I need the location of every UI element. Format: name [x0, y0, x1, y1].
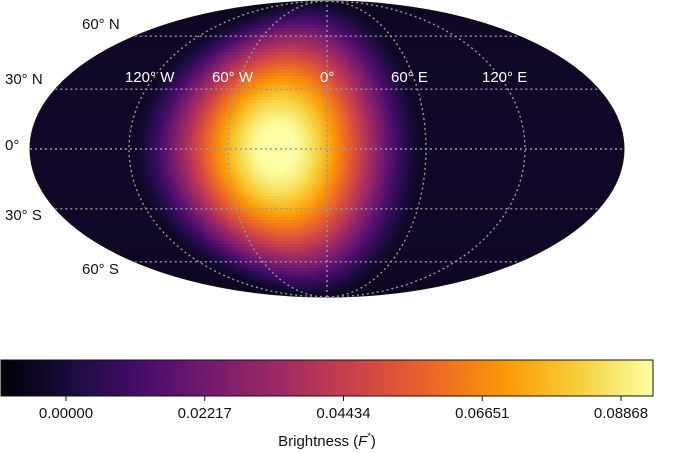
map-cell — [603, 91, 607, 95]
